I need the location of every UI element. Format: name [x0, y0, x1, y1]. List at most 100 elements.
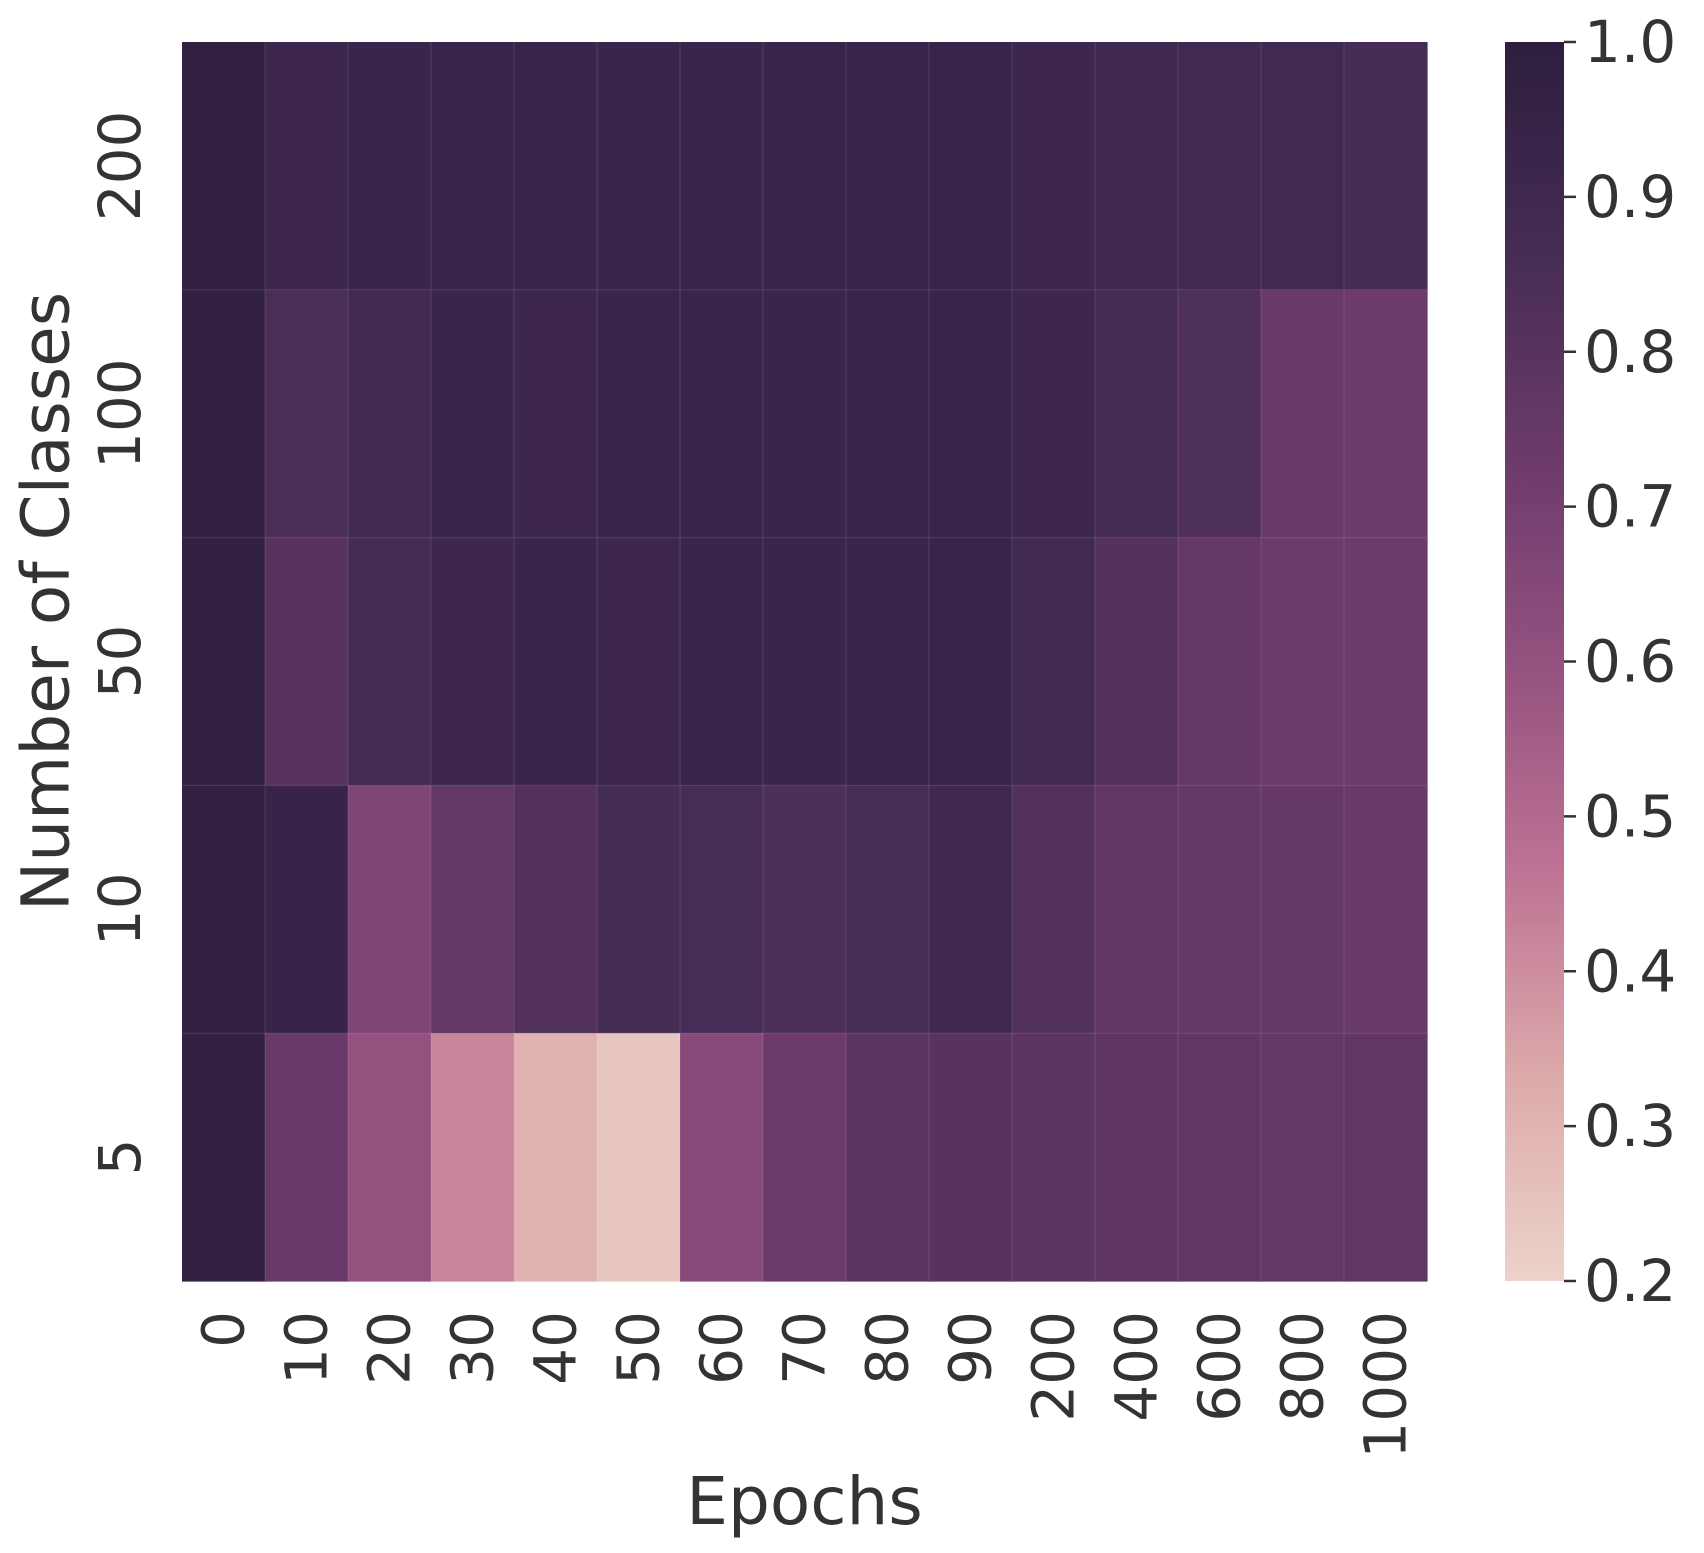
- heatmap-cell: [929, 42, 1013, 291]
- heatmap-cell: [1095, 537, 1179, 786]
- y-tick-label: 100: [86, 358, 154, 469]
- heatmap-cell: [597, 785, 681, 1034]
- heatmap-cell: [514, 1033, 598, 1282]
- heatmap-cell: [1012, 289, 1096, 539]
- heatmap-cell: [182, 785, 266, 1034]
- x-tick-label: 1000: [1352, 1311, 1420, 1459]
- heatmap-cell: [514, 537, 598, 786]
- heatmap-cell: [431, 42, 515, 291]
- colorbar-tick-label: 1.0: [1584, 8, 1676, 76]
- heatmap-cell: [597, 1033, 681, 1282]
- heatmap-cell: [1012, 537, 1096, 786]
- heatmap-cell: [680, 537, 764, 786]
- heatmap-cell: [846, 42, 930, 291]
- y-tick-label: 50: [86, 625, 154, 699]
- heatmap-cell: [763, 289, 847, 539]
- heatmap-cell: [597, 289, 681, 539]
- heatmap-cell: [431, 1033, 515, 1282]
- heatmap-cell: [1261, 537, 1345, 786]
- x-tick-label: 30: [439, 1311, 507, 1385]
- x-tick-label: 90: [937, 1311, 1005, 1385]
- heatmap-cell: [514, 42, 598, 291]
- heatmap-cell: [846, 785, 930, 1034]
- heatmap-cell: [1261, 1033, 1345, 1282]
- heatmap-cell: [514, 289, 598, 539]
- heatmap-cell: [929, 537, 1013, 786]
- heatmap-cell: [1344, 785, 1428, 1034]
- y-tick-label: 5: [86, 1139, 154, 1176]
- heatmap-cell: [265, 289, 349, 539]
- heatmap-cell: [846, 537, 930, 786]
- heatmap-cell: [1178, 785, 1262, 1034]
- x-axis-title: Epochs: [686, 1463, 922, 1540]
- heatmap-cell: [1261, 785, 1345, 1034]
- heatmap-cell: [1344, 289, 1428, 539]
- heatmap-cell: [1261, 42, 1345, 291]
- x-tick-label: 80: [854, 1311, 922, 1385]
- x-tick-label: 60: [688, 1311, 756, 1385]
- heatmap-cell: [1344, 1033, 1428, 1282]
- x-tick-label: 400: [1103, 1311, 1171, 1422]
- heatmap-cell: [1178, 1033, 1262, 1282]
- y-tick-label: 200: [86, 111, 154, 222]
- heatmap-cell: [763, 537, 847, 786]
- heatmap-cell: [514, 785, 598, 1034]
- heatmap-cell: [1178, 537, 1262, 786]
- colorbar-tick-label: 0.5: [1584, 782, 1676, 850]
- heatmap-cell: [182, 1033, 266, 1282]
- heatmap-cell: [1344, 42, 1428, 291]
- heatmap-cell: [597, 537, 681, 786]
- colorbar-tick-label: 0.6: [1584, 628, 1676, 696]
- heatmap-cell: [265, 42, 349, 291]
- heatmap-cell: [182, 42, 266, 291]
- heatmap-cell: [680, 785, 764, 1034]
- heatmap-cell: [1178, 42, 1262, 291]
- heatmap-cell: [1012, 785, 1096, 1034]
- colorbar-tick-label: 0.7: [1584, 473, 1676, 541]
- x-tick-label: 10: [273, 1311, 341, 1385]
- heatmap-cell: [680, 42, 764, 291]
- heatmap-cell: [1095, 785, 1179, 1034]
- heatmap-cell: [846, 289, 930, 539]
- heatmap-cell: [431, 289, 515, 539]
- heatmap-cell: [929, 785, 1013, 1034]
- heatmap-cell: [431, 537, 515, 786]
- heatmap-cell: [431, 785, 515, 1034]
- x-tick-label: 20: [356, 1311, 424, 1385]
- heatmap-cell: [680, 1033, 764, 1282]
- x-tick-label: 600: [1186, 1311, 1254, 1422]
- colorbar-tick-label: 0.3: [1584, 1092, 1676, 1160]
- heatmap-cell: [597, 42, 681, 291]
- heatmap-cell: [1178, 289, 1262, 539]
- colorbar-tick-label: 0.8: [1584, 318, 1676, 386]
- heatmap-cell: [265, 537, 349, 786]
- heatmap-cell: [763, 42, 847, 291]
- colorbar-tick-label: 0.2: [1584, 1247, 1676, 1315]
- heatmap-cell: [1012, 42, 1096, 291]
- heatmap-cell: [763, 785, 847, 1034]
- x-tick-label: 50: [605, 1311, 673, 1385]
- x-tick-label: 200: [1020, 1311, 1088, 1422]
- y-tick-label: 10: [86, 872, 154, 946]
- heatmap-cell: [1095, 42, 1179, 291]
- heatmap-cell: [1095, 289, 1179, 539]
- y-tick-labels: 200 100 50 10 5: [86, 111, 154, 1176]
- heatmap-cell: [1095, 1033, 1179, 1282]
- heatmap-cell: [265, 785, 349, 1034]
- colorbar-tick-label: 0.4: [1584, 937, 1676, 1005]
- heatmap-cell: [929, 289, 1013, 539]
- heatmap-cell: [182, 289, 266, 539]
- heatmap-cell: [348, 537, 432, 786]
- x-tick-labels: 0 10 20 30 40 50 60 70 80 90 200 400 600 800 1000: [190, 1311, 1420, 1459]
- x-tick-label: 0: [190, 1311, 258, 1348]
- heatmap-cell: [348, 785, 432, 1034]
- heatmap-cell: [348, 1033, 432, 1282]
- heatmap-cells: [182, 42, 1428, 1282]
- heatmap-cell: [1344, 537, 1428, 786]
- y-axis-title: Number of Classes: [8, 292, 85, 911]
- colorbar-tick-label: 0.9: [1584, 163, 1676, 231]
- x-tick-label: 40: [522, 1311, 590, 1385]
- heatmap-cell: [265, 1033, 349, 1282]
